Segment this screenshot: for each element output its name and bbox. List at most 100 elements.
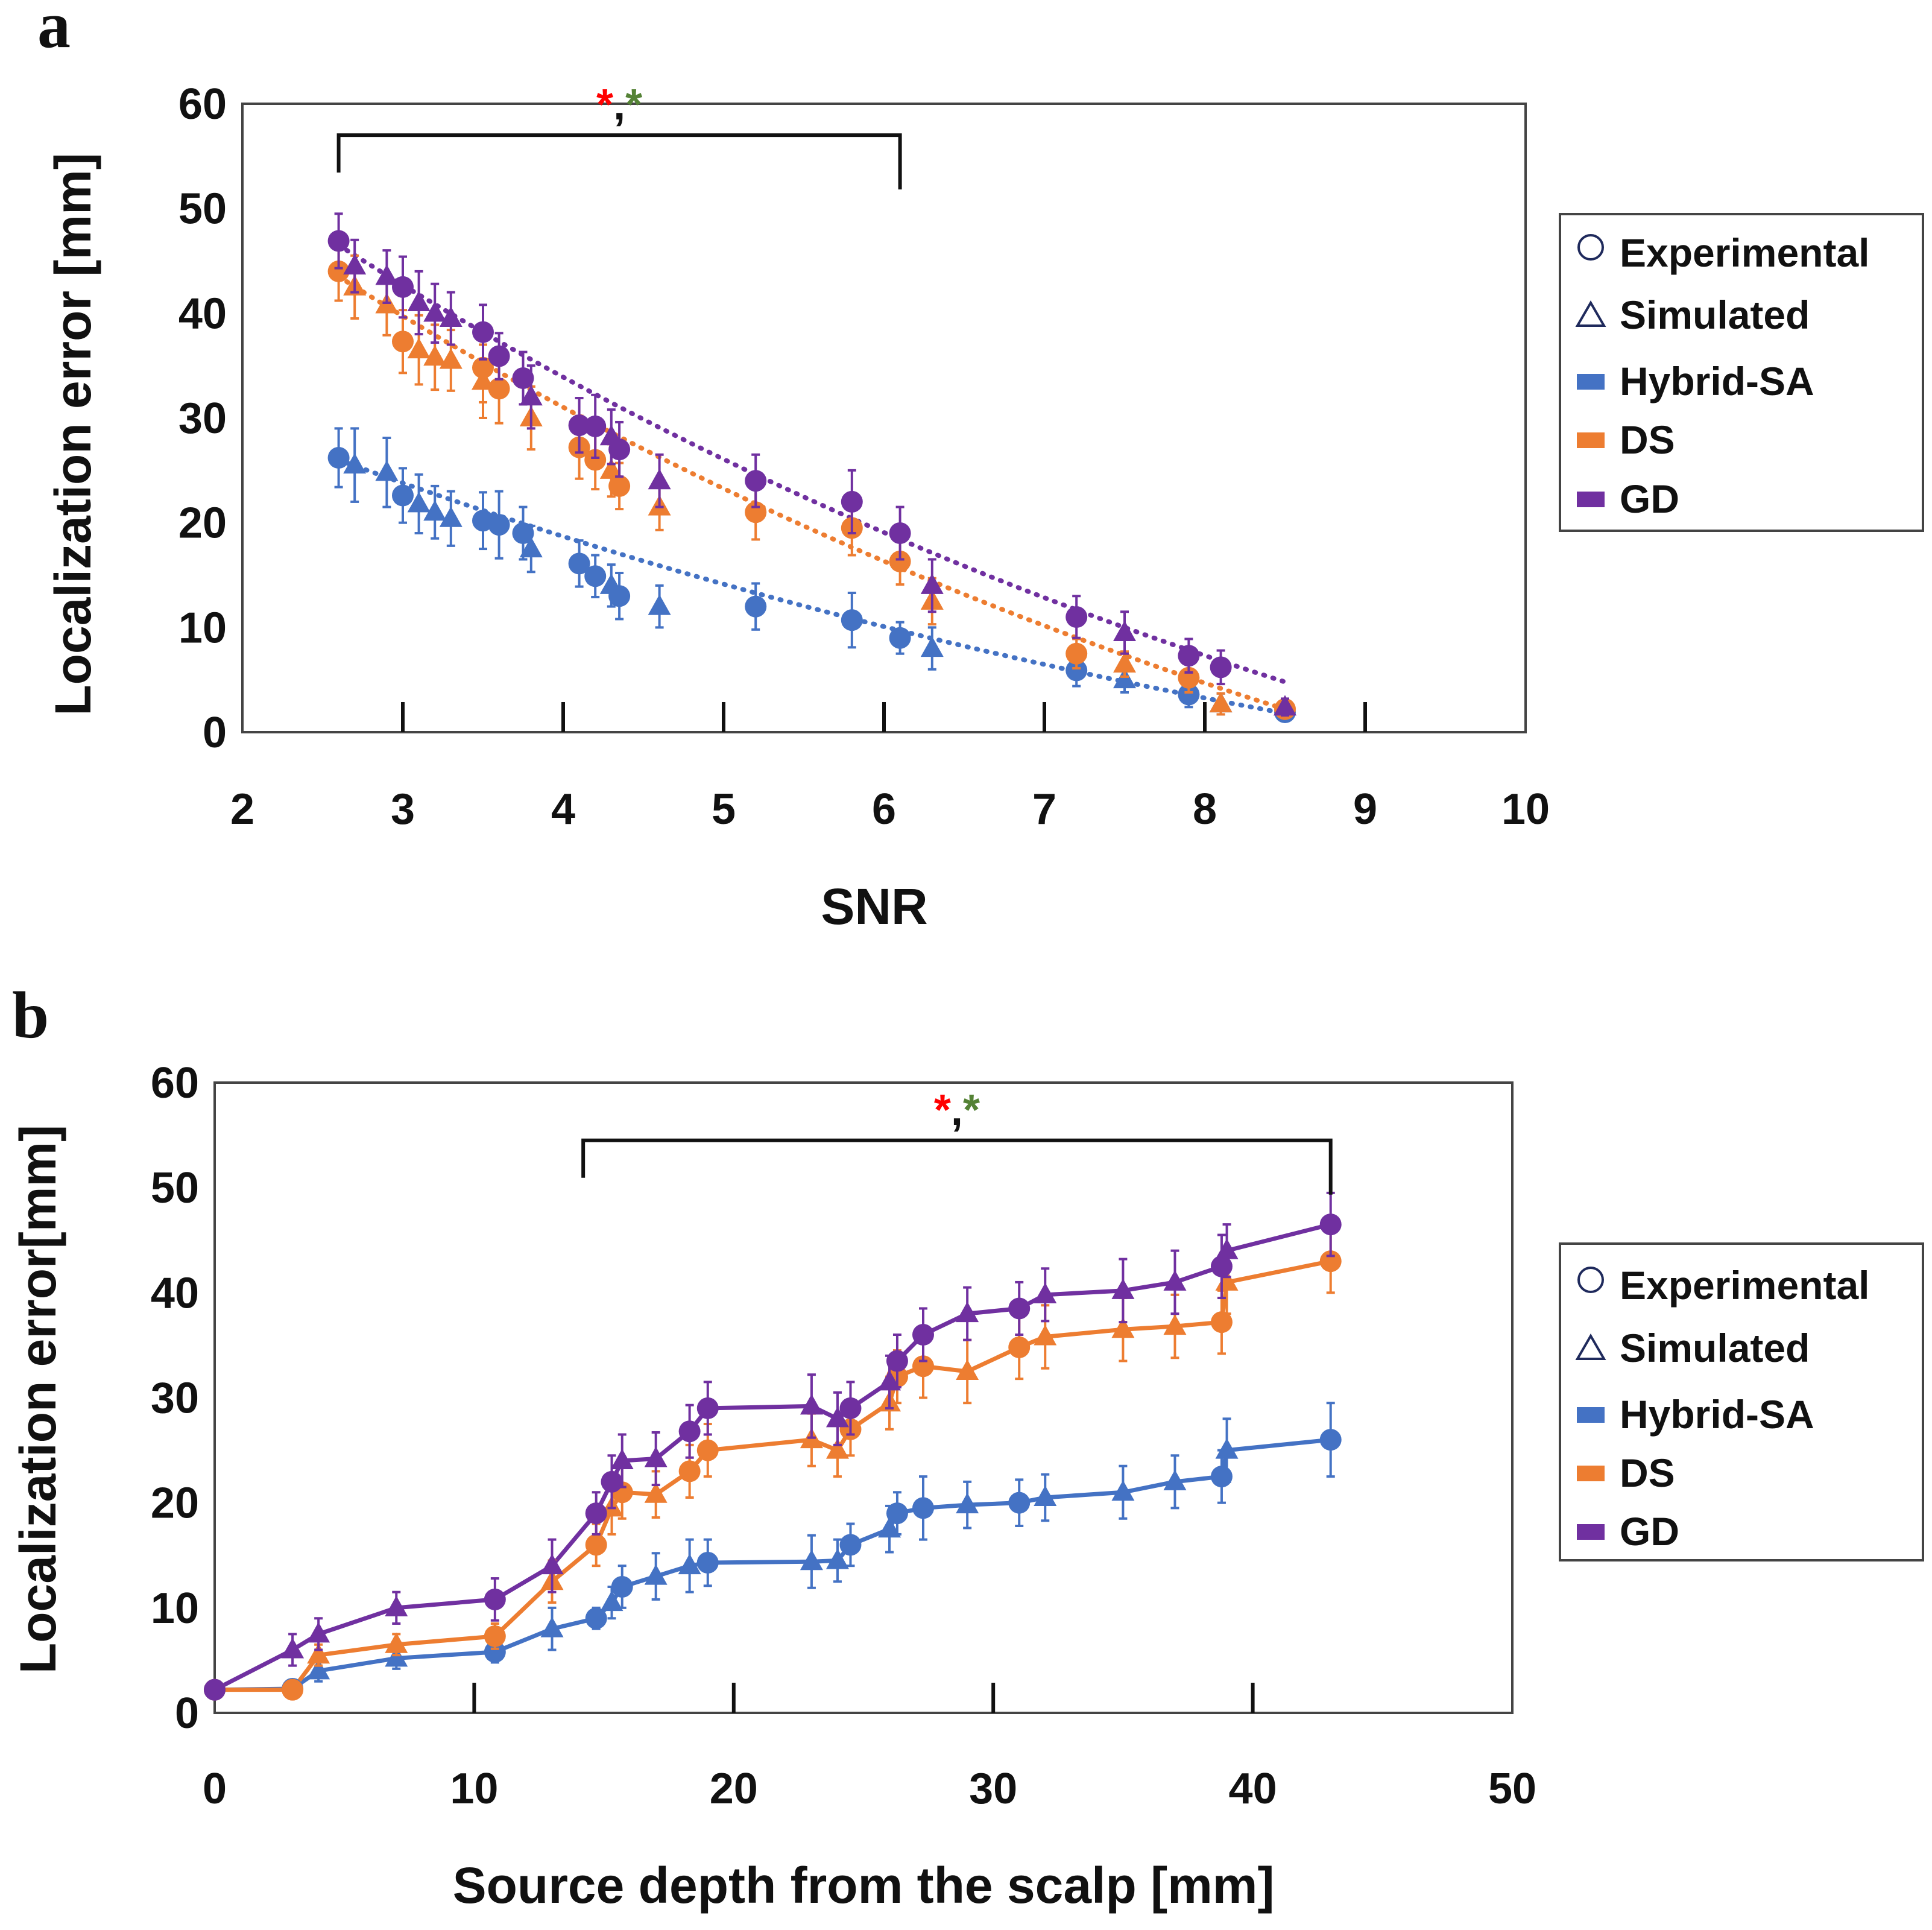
a-gd-experimental-point-circle — [889, 522, 911, 545]
b-y-tick-label: 0 — [175, 1689, 199, 1738]
a-gd-experimental-point-circle — [1178, 645, 1200, 667]
a-gd-simulated-point-triangle — [343, 254, 367, 275]
a-ds-experimental-point-circle — [472, 356, 494, 379]
panel-a-x-axis-title: SNR — [821, 878, 927, 935]
b-hybrid-sa-point-circle — [912, 1497, 934, 1519]
legend-b-simulated-triangle-icon — [1575, 1334, 1606, 1360]
a-hybrid-sa-experimental-point-circle — [488, 514, 510, 536]
b-gd-point-triangle — [385, 1595, 408, 1616]
panel-a-star-separator: , — [613, 81, 625, 129]
panel-b-x-axis-title: Source depth from the scalp [mm] — [453, 1857, 1275, 1914]
a-ds-experimental-point-circle — [1178, 666, 1200, 689]
a-ds-simulated-point-triangle — [407, 338, 431, 359]
a-y-tick-label: 30 — [178, 394, 227, 443]
b-gd-point-circle — [204, 1678, 226, 1701]
panel-b-series-lines — [213, 1222, 1331, 1692]
panel-a-plot-frame — [241, 103, 1527, 733]
b-y-tick-label: 60 — [151, 1059, 199, 1107]
b-gd-point-triangle — [826, 1406, 849, 1428]
b-gd-point-triangle — [540, 1554, 564, 1575]
a-gd-simulated-point-triangle — [1274, 695, 1296, 716]
b-gd-point-triangle — [878, 1370, 901, 1391]
b-hybrid-sa-point-circle — [696, 1551, 719, 1574]
panel-a-x-tick-labels: 2 3 4 5 6 7 8 9 10 — [230, 785, 1550, 834]
legend-b-gd-label: GD — [1620, 1509, 1679, 1554]
a-y-tick-label: 50 — [178, 185, 227, 233]
b-y-tick-label: 30 — [151, 1375, 199, 1423]
b-hybrid-sa-line — [214, 1437, 1331, 1692]
a-y-tick-label: 10 — [178, 604, 227, 652]
b-hybrid-sa-point-circle — [886, 1502, 908, 1525]
a-gd-simulated-point-triangle — [1113, 621, 1136, 642]
trendline-gd — [336, 242, 1287, 685]
b-gd-point-triangle — [956, 1302, 979, 1323]
legend-b-hybrid-label: Hybrid-SA — [1620, 1392, 1814, 1437]
a-x-tick-label: 6 — [872, 785, 896, 834]
a-ds-simulated-point-triangle — [599, 458, 623, 479]
b-ds-line — [215, 1259, 1331, 1692]
legend-simulated-triangle-icon — [1575, 300, 1606, 327]
panel-a-significance-stars: *,* — [596, 81, 642, 129]
legend-ds-label: DS — [1620, 417, 1675, 462]
panel-a-significance-bracket: *,* — [336, 81, 902, 190]
a-gd-simulated-point-triangle — [519, 385, 543, 406]
b-gd-point-triangle — [1163, 1270, 1187, 1291]
b-gd-point-triangle — [1215, 1238, 1239, 1259]
b-hybrid-sa-point-circle — [1210, 1466, 1233, 1488]
a-gd-experimental-point-circle — [841, 490, 863, 513]
b-hybrid-sa-point-circle — [1319, 1429, 1342, 1451]
b-hybrid-sa-point-triangle — [644, 1564, 668, 1585]
panel-a-y-axis-title: Localization error [mm] — [45, 153, 101, 715]
a-y-tick-label: 40 — [178, 290, 227, 338]
b-ds-point-circle — [678, 1460, 701, 1482]
b-ds-point-triangle — [1034, 1324, 1057, 1346]
a-ds-simulated-point-triangle — [439, 348, 462, 369]
a-hybrid-sa-experimental-point-circle — [745, 595, 767, 618]
a-gd-experimental-point-circle — [512, 367, 534, 390]
b-gd-point-circle — [696, 1397, 719, 1419]
b-ds-point-triangle — [1111, 1317, 1135, 1338]
a-hybrid-sa-experimental-point-circle — [841, 609, 863, 631]
trendline-ds — [336, 274, 1287, 712]
b-gd-point-triangle — [610, 1449, 634, 1469]
a-hybrid-sa-simulated-point-triangle — [375, 460, 399, 481]
b-x-tick-label: 50 — [1488, 1765, 1536, 1813]
panel-b-letter: b — [12, 978, 49, 1052]
panel-b-y-axis-title: Localization error[mm] — [10, 1125, 66, 1674]
a-ds-experimental-point-circle — [327, 260, 350, 282]
b-y-tick-label: 20 — [151, 1479, 199, 1528]
b-ds-point-triangle — [826, 1438, 849, 1459]
legend-b-experimental-circle-icon — [1577, 1267, 1604, 1293]
legend-simulated-label: Simulated — [1620, 293, 1810, 337]
panel-b-star-green: * — [963, 1086, 980, 1134]
a-gd-simulated-point-triangle — [648, 469, 671, 490]
a-hybrid-sa-simulated-point-triangle — [1113, 668, 1136, 689]
legend-experimental-circle-icon — [1577, 234, 1604, 261]
a-hybrid-sa-simulated-point-triangle — [648, 594, 671, 615]
b-ds-point-circle — [696, 1439, 719, 1461]
a-y-tick-label: 0 — [203, 709, 227, 757]
legend-b-gd-swatch — [1577, 1524, 1605, 1540]
panel-a-trendlines — [336, 242, 1287, 716]
b-y-tick-label: 10 — [151, 1584, 199, 1633]
a-y-tick-label: 20 — [178, 499, 227, 548]
panel-a-x-tick-marks — [401, 702, 1367, 732]
b-gd-point-circle — [601, 1470, 623, 1493]
b-gd-point-triangle — [1034, 1282, 1057, 1303]
b-hybrid-sa-point-triangle — [600, 1590, 623, 1612]
a-gd-experimental-point-circle — [568, 414, 590, 437]
a-gd-simulated-point-triangle — [407, 290, 431, 311]
b-ds-point-triangle — [956, 1359, 979, 1380]
b-hybrid-sa-point-circle — [585, 1607, 607, 1630]
a-x-tick-label: 9 — [1353, 785, 1377, 834]
b-gd-point-circle — [886, 1350, 908, 1372]
b-ds-point-circle — [484, 1625, 506, 1647]
a-ds-experimental-point-circle — [745, 501, 767, 524]
trendline-hybrid-sa — [336, 457, 1287, 716]
a-hybrid-sa-simulated-point-triangle — [439, 506, 462, 527]
a-hybrid-sa-experimental-point-circle — [568, 552, 590, 575]
b-x-tick-label: 20 — [710, 1765, 758, 1813]
a-ds-simulated-point-triangle — [1113, 652, 1136, 673]
a-hybrid-sa-experimental-point-circle — [889, 627, 911, 649]
a-x-tick-label: 2 — [230, 785, 254, 834]
